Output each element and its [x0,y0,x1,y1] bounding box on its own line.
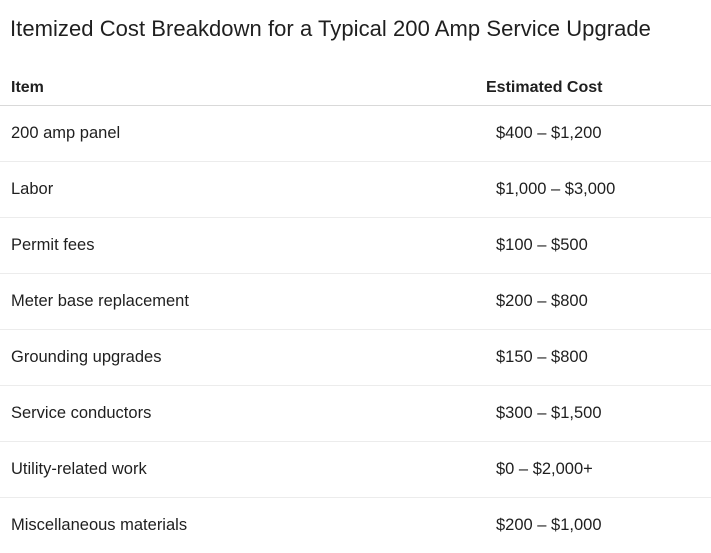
item-cell: Permit fees [0,217,486,274]
cost-cell: $300 – $1,500 [486,385,711,442]
cost-breakdown-table: Item Estimated Cost 200 amp panel $400 –… [0,70,711,553]
item-cell: Meter base replacement [0,273,486,330]
cost-cell: $200 – $800 [486,273,711,330]
table-row: Utility-related work $0 – $2,000+ [0,441,711,498]
table-row: 200 amp panel $400 – $1,200 [0,105,711,162]
item-cell: Grounding upgrades [0,329,486,386]
column-header-estimated-cost: Estimated Cost [486,70,711,106]
header-row: Item Estimated Cost [0,70,711,106]
item-cell: Utility-related work [0,441,486,498]
item-cell: Miscellaneous materials [11,516,188,534]
column-header-item: Item [0,70,486,106]
table-row: Permit fees $100 – $500 [0,217,711,274]
table-row: Labor $1,000 – $3,000 [0,161,711,218]
table-row: Service conductors $300 – $1,500 [0,385,711,442]
item-cell: 200 amp panel [0,105,486,162]
cost-cell: $1,000 – $3,000 [486,161,711,218]
page-title: Itemized Cost Breakdown for a Typical 20… [10,16,651,41]
cost-cell: $0 – $2,000+ [486,441,711,498]
table-body: 200 amp panel $400 – $1,200 Labor $1,000… [0,105,711,553]
cost-cell: $100 – $500 [486,217,711,274]
table-header: Item Estimated Cost [0,70,711,106]
table-row: Grounding upgrades $150 – $800 [0,329,711,386]
item-cell: Service conductors [0,385,486,442]
cost-cell: $400 – $1,200 [486,105,711,162]
cost-cell: $150 – $800 [486,329,711,386]
table-row: Miscellaneous materials $200 – $1,000 [0,498,711,553]
table-row: Meter base replacement $200 – $800 [0,273,711,330]
item-cell: Labor [0,161,486,218]
cost-cell: $200 – $1,000 [496,516,602,534]
